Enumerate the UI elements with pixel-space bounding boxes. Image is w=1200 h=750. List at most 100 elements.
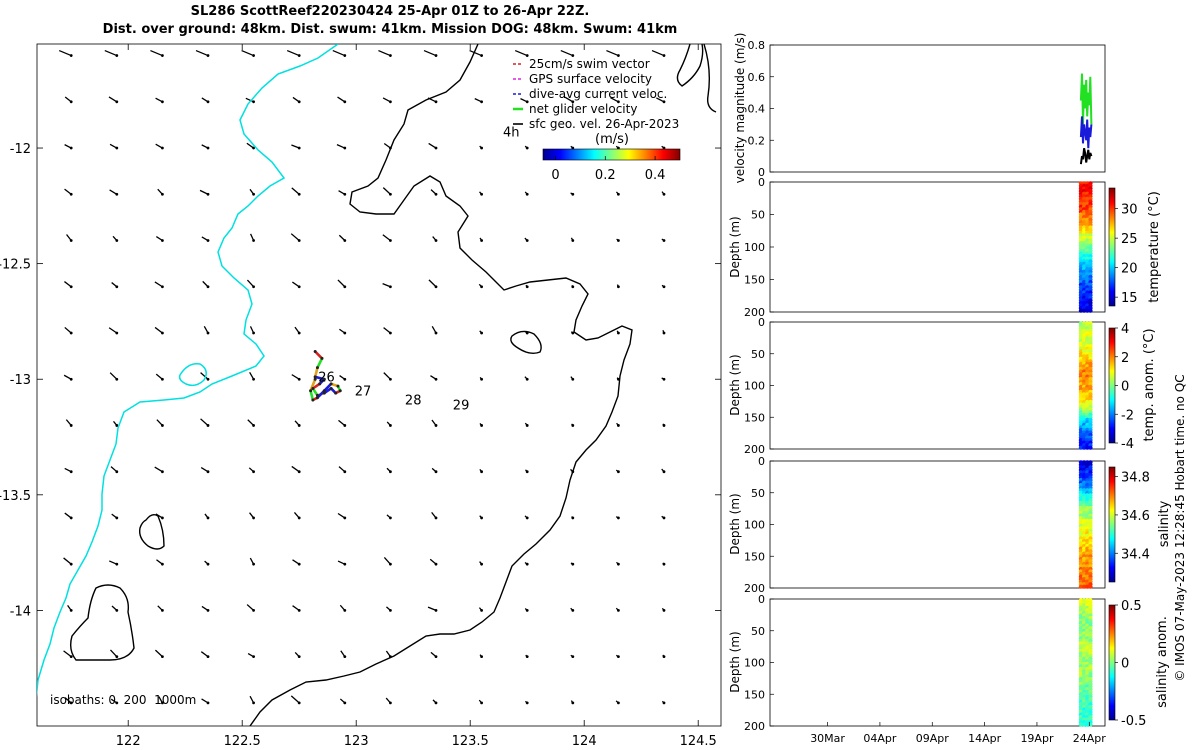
geo-velocity-arrow [428, 279, 437, 288]
depth-tick-label: 0 [758, 455, 765, 468]
track-point [322, 391, 326, 395]
geo-velocity-arrow-head [434, 331, 438, 335]
geo-velocity-arrow-head [617, 239, 620, 242]
sal-anom-ylabel: Depth (m) [728, 631, 742, 692]
panel-colorbar-label: 34.8 [1121, 471, 1150, 486]
temperature-frame [769, 181, 1106, 313]
geo-velocity-arrow-head [161, 285, 164, 289]
geo-velocity-arrow [383, 327, 391, 334]
depth-tick-label: 50 [751, 625, 765, 638]
geo-velocity-arrow-head [343, 100, 347, 104]
geo-velocity-arrow-head [389, 609, 392, 612]
map-xtick-label: 124.5 [680, 734, 717, 749]
geo-velocity-arrow [332, 49, 346, 57]
geo-velocity-arrow-head [571, 100, 575, 104]
geo-velocity-arrow-head [297, 516, 301, 520]
geo-velocity-arrow-head [525, 239, 529, 242]
temperature-panel: 0 50 100 150 200 15 20 25 30 Depth (m) temperatu… [728, 176, 1162, 319]
track-point [313, 377, 317, 381]
temp-anom-cbar-label: temp. anom. (°C) [1142, 328, 1157, 441]
geo-velocity-arrow-head [206, 424, 210, 427]
profile-sample [1088, 584, 1093, 589]
geo-velocity-arrow-head [69, 377, 73, 381]
geo-velocity-arrow-head [617, 100, 620, 104]
geo-velocity-arrow [514, 49, 528, 57]
salinity-panel: 0 50 100 150 200 34.4 34.6 34.8 Depth (m) salin… [728, 455, 1172, 595]
geo-velocity-arrow-head [206, 146, 210, 150]
depth-tick-label: 150 [744, 274, 765, 287]
geo-velocity-arrow-head [161, 146, 164, 150]
geo-velocity-arrow-head [434, 285, 438, 289]
geo-velocity-arrow-head [617, 331, 620, 335]
track-point [315, 396, 319, 400]
geo-velocity-arrow [150, 49, 163, 57]
map-xtick-label: 122.5 [224, 734, 261, 749]
panel-colorbar-label: -2 [1121, 408, 1134, 423]
geo-velocity-arrow-head [389, 192, 392, 196]
geo-velocity-arrow-head [206, 331, 210, 335]
geo-velocity-arrow-head [115, 54, 119, 57]
geo-velocity-arrow-head [389, 470, 392, 474]
geo-velocity-arrow-head [480, 470, 483, 474]
geo-velocity-arrow-head [525, 146, 529, 150]
geo-velocity-arrow-head [343, 377, 347, 381]
track-point [320, 356, 324, 360]
panel-colorbar-label: 4 [1121, 322, 1129, 337]
geo-velocity-arrow-head [662, 562, 666, 566]
geo-velocity-arrow-head [297, 192, 301, 196]
colorbar-tick-label: 0.2 [595, 168, 616, 183]
geo-velocity-arrow-head [343, 285, 347, 289]
geo-velocity-arrow-head [525, 192, 529, 196]
geo-velocity-arrow-head [69, 655, 73, 659]
legend-label-dive-avg: dive-avg current veloc. [529, 87, 667, 101]
velocity-ticks: 0 0.2 0.4 0.6 0.8 [748, 39, 774, 179]
track-point [322, 377, 326, 381]
geo-velocity-arrow-head [206, 516, 210, 520]
footer-timestamp: © IMOS 07-May-2023 12:28:45 Hobart time.… [1173, 374, 1187, 681]
time-tick-label: 09Apr [916, 732, 950, 745]
geo-velocity-arrow [195, 49, 209, 57]
geo-velocity-arrow [110, 649, 118, 658]
geo-velocity-arrow-head [252, 192, 256, 196]
geo-velocity-arrow-head [69, 609, 73, 612]
time-tick-label: 30Mar [810, 732, 845, 745]
geo-velocity-arrow-head [434, 562, 438, 566]
depth-tick-label: 150 [744, 550, 765, 563]
map-ytick-label: -12.5 [0, 258, 31, 273]
geo-velocity-arrow-head [297, 655, 301, 659]
geo-velocity-arrow [382, 234, 391, 242]
geo-velocity-arrow-head [115, 100, 119, 104]
colorbar-tick-label: 0 [551, 168, 559, 183]
velocity-ytick-label: 0.6 [748, 71, 766, 84]
glider-track [309, 349, 342, 402]
geo-velocity-arrow-head [662, 377, 666, 381]
isobath-1000m [249, 44, 633, 726]
geo-velocity-arrow [154, 326, 163, 334]
geo-velocity-arrow-head [389, 54, 392, 57]
geo-velocity-arrow-head [480, 54, 483, 57]
geo-velocity-arrow-head [617, 192, 620, 196]
geo-velocity-arrow-head [525, 100, 529, 104]
velocity-series-line [1079, 73, 1093, 125]
map-xtick-label: 122 [116, 734, 141, 749]
track-segment [313, 366, 319, 379]
profile-sample [1085, 308, 1090, 313]
panel-colorbar [1108, 466, 1116, 583]
track-point [318, 382, 322, 386]
geo-velocity-arrow-head [343, 54, 347, 57]
geo-velocity-arrow-head [252, 54, 256, 57]
geo-velocity-arrow-head [161, 100, 164, 104]
geo-velocity-arrow [291, 374, 300, 380]
geo-velocity-arrow-head [115, 701, 119, 705]
geo-velocity-arrow [63, 650, 72, 658]
profile-sample [1088, 308, 1093, 313]
isobath-200m-c [69, 584, 135, 661]
geo-velocity-arrow-head [343, 470, 347, 474]
geo-velocity-arrow-head [115, 470, 119, 474]
geo-velocity-arrow-head [69, 100, 73, 104]
geo-velocity-arrow-head [343, 609, 347, 612]
sal-anom-cbar-label: salinity anom. [1155, 616, 1170, 708]
geo-velocity-arrow-head [571, 192, 575, 196]
geo-velocity-arrow-head [252, 100, 256, 104]
geo-velocity-arrow-head [343, 424, 347, 427]
